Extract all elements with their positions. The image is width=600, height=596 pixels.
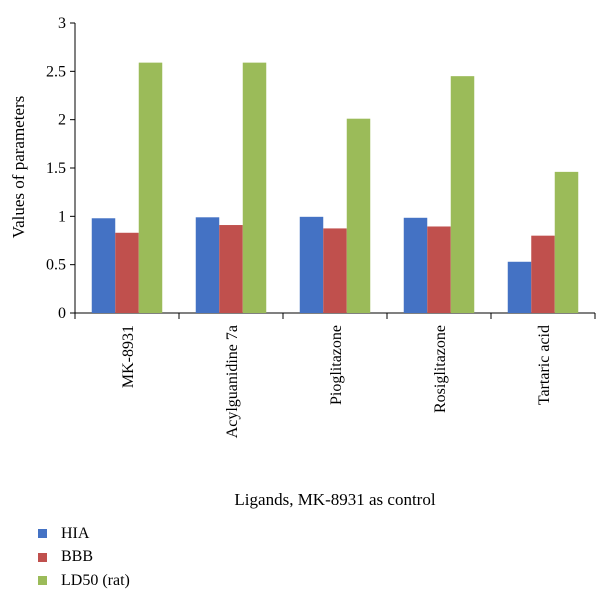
legend-swatch — [38, 552, 47, 562]
bar-bbb-4 — [427, 226, 451, 313]
x-tick-label: Pioglitazone — [328, 325, 345, 405]
bar-bbb-3 — [323, 228, 347, 313]
legend-item: HIA — [38, 522, 130, 546]
x-tick-label: Acylguanidine 7a — [224, 325, 241, 438]
bar-hia-5 — [507, 261, 532, 313]
y-tick-label: 3 — [58, 15, 66, 32]
bar-bbb-2 — [219, 225, 243, 313]
legend-swatch — [38, 529, 47, 539]
bar-hia-4 — [403, 217, 428, 313]
bar-hia-3 — [299, 216, 324, 313]
y-tick-label: 0 — [58, 305, 66, 322]
bar-ld50-rat-3 — [346, 118, 371, 313]
legend-item: BBB — [38, 546, 130, 570]
y-axis-title: Values of parameters — [9, 96, 28, 239]
bar-chart: Values of parameters Ligands, MK-8931 as… — [9, 15, 596, 509]
x-tick-label: Tartaric acid — [536, 325, 553, 405]
legend: HIA BBB LD50 (rat) — [38, 522, 130, 593]
y-tick-label: 2 — [58, 112, 66, 129]
legend-swatch — [38, 576, 47, 586]
bar-ld50-rat-5 — [554, 171, 579, 313]
x-axis-title: Ligands, MK-8931 as control — [234, 490, 435, 509]
bar-bbb-1 — [115, 232, 139, 313]
legend-label: BBB — [61, 548, 94, 566]
y-tick-label: 0.5 — [46, 257, 66, 274]
bar-bbb-5 — [531, 235, 555, 313]
legend-label: LD50 (rat) — [61, 571, 130, 589]
bar-ld50-rat-4 — [450, 76, 475, 314]
plot-area: 0 0.5 1 1.5 2 2.5 3 MK-8931 Acylguanidine 7a Piog… — [46, 15, 596, 438]
y-tick-label: 1.5 — [46, 160, 66, 177]
legend-label: HIA — [61, 524, 90, 542]
legend-item: LD50 (rat) — [38, 569, 130, 593]
y-tick-label: 2.5 — [46, 63, 66, 80]
bar-ld50-rat-1 — [138, 62, 163, 314]
x-tick-label: MK-8931 — [120, 325, 137, 388]
y-tick-label: 1 — [58, 208, 66, 225]
bar-hia-1 — [91, 218, 116, 313]
bar-hia-2 — [195, 217, 220, 313]
x-tick-label: Rosiglitazone — [432, 325, 449, 413]
bar-ld50-rat-2 — [242, 62, 267, 314]
